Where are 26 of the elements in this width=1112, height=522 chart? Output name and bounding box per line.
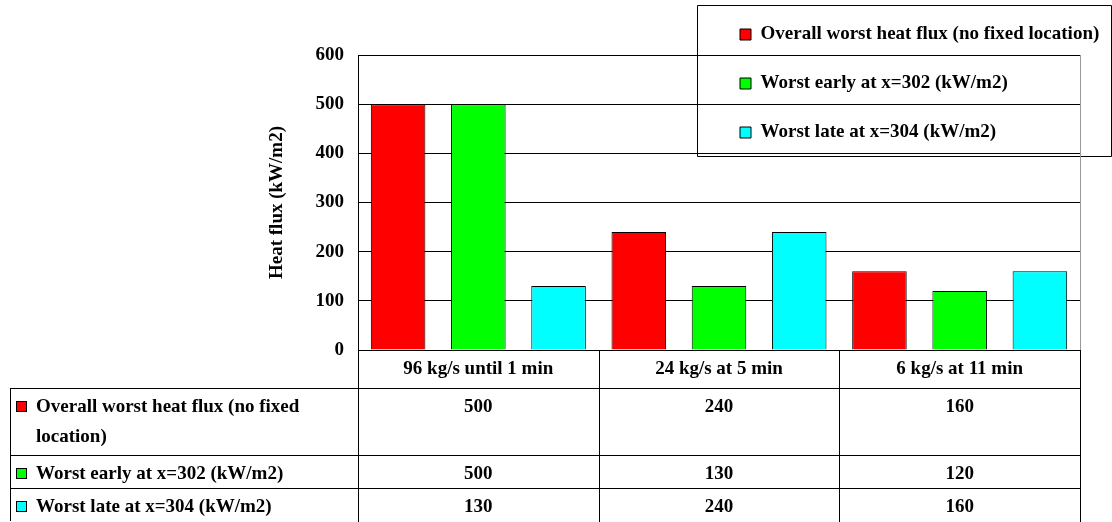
x-tick-label: 24 kg/s at 5 min: [655, 357, 784, 379]
y-tick-label: 600: [315, 42, 344, 64]
y-tick-label: 100: [315, 288, 344, 310]
y-tick-label: 400: [315, 141, 344, 163]
data-label: 120: [944, 461, 975, 485]
data-label: 130: [463, 494, 494, 518]
legend-label: Worst early at x=302 (kW/m2): [760, 71, 1008, 94]
data-label: 160: [944, 494, 975, 518]
text: Worst late at x=304 (kW/m2): [36, 495, 272, 516]
y-tick-label: 300: [315, 190, 344, 212]
legend-label: Worst late at x=304 (kW/m2): [760, 120, 997, 143]
y-axis-title: Heat flux (kW/m2): [265, 125, 288, 280]
legend-label: Overall worst heat flux (no fixed location): [760, 22, 1100, 45]
data-label: 500: [463, 394, 494, 418]
x-tick-label: 96 kg/s until 1 min: [403, 357, 554, 379]
y-tick-label: 500: [315, 92, 344, 114]
y-tick-label: 0: [334, 337, 344, 359]
x-tick-label: 6 kg/s at 11 min: [896, 357, 1024, 379]
text: Worst early at x=302 (kW/m2): [36, 462, 284, 483]
y-tick-label: 200: [315, 239, 344, 261]
data-label: 160: [944, 394, 975, 418]
data-label: 240: [703, 494, 735, 518]
data-label: 130: [703, 461, 735, 485]
data-label: 240: [703, 394, 735, 418]
text: Overall worst heat flux (no fixed location): [36, 395, 300, 446]
data-label: 500: [463, 461, 494, 485]
